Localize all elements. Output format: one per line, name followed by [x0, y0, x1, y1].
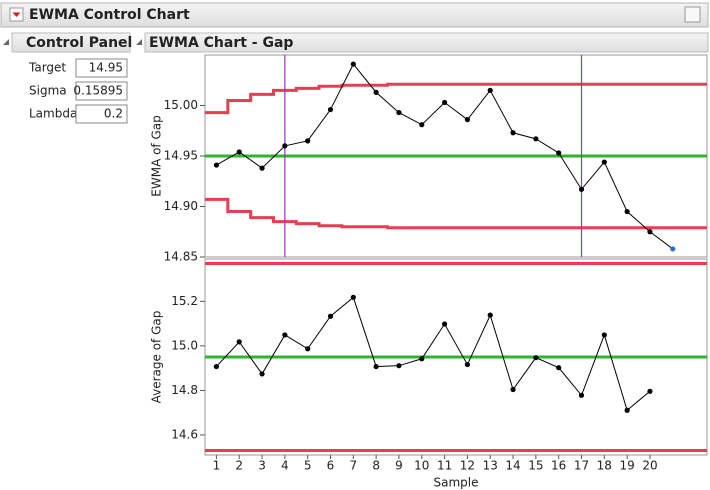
- point: [510, 130, 516, 136]
- point: [578, 186, 585, 192]
- point: [373, 89, 379, 95]
- point: [259, 165, 265, 171]
- point: [282, 143, 288, 149]
- series-line: [216, 296, 651, 412]
- x-tick-label: 7: [349, 459, 357, 473]
- point: [396, 109, 402, 116]
- y-tick-label: 14.85: [164, 250, 198, 264]
- point: [578, 392, 585, 398]
- point: [464, 117, 471, 123]
- point: [533, 355, 539, 361]
- panel-header: [144, 32, 709, 53]
- series-line: [216, 63, 651, 233]
- field-input[interactable]: [75, 58, 128, 78]
- x-tick-label: 20: [642, 459, 657, 473]
- ucl-line: [205, 82, 707, 115]
- y-tick-label: 15.0: [171, 338, 198, 352]
- point: [647, 388, 653, 394]
- x-tick-label: 13: [483, 459, 498, 473]
- pin-button[interactable]: [684, 6, 701, 23]
- y-tick-label: 14.6: [171, 427, 198, 441]
- point: [327, 313, 334, 319]
- point: [441, 321, 448, 327]
- x-tick-label: 5: [304, 459, 312, 473]
- point: [282, 332, 288, 338]
- field-label: Target: [28, 61, 66, 75]
- point: [510, 386, 516, 393]
- y-tick-label: 14.95: [164, 149, 198, 163]
- x-axis-label: Sample: [434, 476, 479, 490]
- x-tick-label: 6: [327, 459, 335, 473]
- point: [487, 87, 493, 93]
- point: [419, 356, 425, 362]
- x-tick-label: 11: [437, 459, 452, 473]
- x-tick-label: 19: [619, 459, 634, 473]
- x-tick-label: 18: [597, 459, 612, 473]
- point: [533, 136, 539, 142]
- window-title: EWMA Control Chart: [29, 7, 190, 23]
- field-label: Lambda: [29, 107, 77, 121]
- point: [601, 159, 607, 165]
- panel-title: Control Panel: [26, 35, 132, 51]
- y-tick-label: 14.90: [164, 199, 198, 213]
- panel-title: EWMA Chart - Gap: [149, 35, 293, 51]
- x-tick-label: 12: [460, 459, 475, 473]
- title-bar: [0, 2, 709, 28]
- x-tick-label: 2: [235, 459, 243, 473]
- menu-arrow: [12, 12, 21, 17]
- panel-header: [11, 32, 131, 53]
- x-tick-label: 16: [551, 459, 566, 473]
- disclosure[interactable]: [3, 39, 9, 45]
- y-tick-label: 15.00: [164, 98, 198, 112]
- x-tick-label: 9: [395, 459, 403, 473]
- point: [350, 294, 356, 300]
- point: [624, 208, 630, 215]
- field-label: Sigma: [29, 84, 67, 98]
- x-tick-label: 4: [281, 459, 289, 473]
- point: [601, 332, 607, 338]
- point: [556, 150, 562, 156]
- field-input[interactable]: [75, 104, 128, 124]
- x-tick-label: 3: [258, 459, 266, 473]
- forecast-link: [649, 231, 674, 250]
- point: [464, 361, 471, 368]
- x-tick-label: 14: [505, 459, 520, 473]
- x-tick-label: 1: [213, 459, 221, 473]
- point: [305, 346, 311, 352]
- field-value: 0.2: [104, 107, 123, 121]
- point: [213, 162, 220, 168]
- point: [373, 363, 379, 370]
- x-tick-label: 17: [574, 459, 589, 473]
- point: [259, 371, 265, 377]
- point: [350, 61, 356, 67]
- field-value: 0.15895: [73, 84, 123, 98]
- point: [213, 363, 220, 370]
- y-axis-label: Average of Gap: [150, 311, 164, 404]
- forecast-point: [670, 246, 676, 252]
- y-tick-label: 15.2: [171, 294, 198, 308]
- x-tick-label: 15: [528, 459, 543, 473]
- point: [236, 149, 242, 155]
- point: [487, 312, 493, 318]
- point: [624, 407, 630, 413]
- point: [419, 122, 425, 128]
- point: [305, 138, 311, 144]
- disclosure[interactable]: [136, 39, 142, 45]
- point: [441, 99, 448, 106]
- x-tick-label: 8: [372, 459, 380, 473]
- field-input[interactable]: [75, 81, 128, 101]
- point: [556, 365, 562, 371]
- x-tick-label: 10: [414, 459, 429, 473]
- y-tick-label: 14.8: [171, 383, 198, 397]
- field-value: 14.95: [89, 61, 123, 75]
- point: [396, 363, 402, 369]
- point: [327, 106, 334, 113]
- y-axis-label: EWMA of Gap: [150, 115, 164, 196]
- point: [236, 339, 242, 345]
- lcl-line: [205, 197, 707, 230]
